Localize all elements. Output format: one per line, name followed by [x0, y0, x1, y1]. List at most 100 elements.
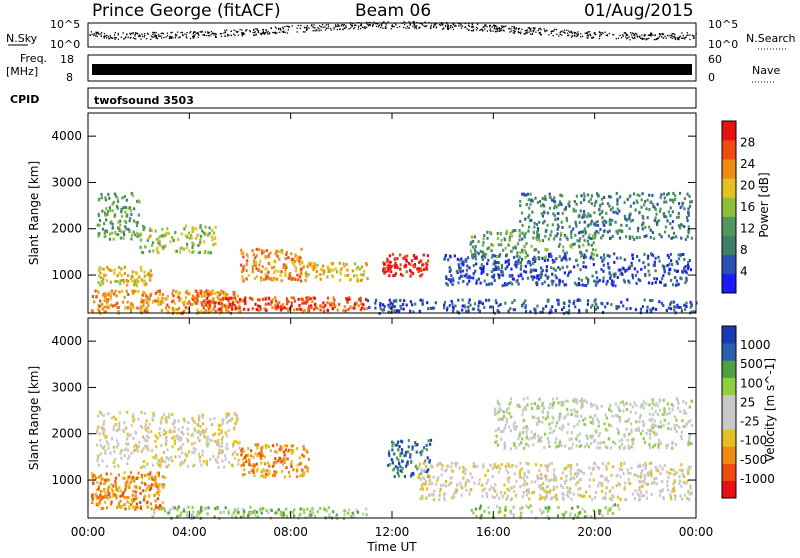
data-cell [665, 226, 667, 229]
nsky-dot [630, 32, 631, 33]
data-cell [100, 482, 102, 485]
data-cell [99, 224, 101, 227]
data-cell [685, 305, 687, 308]
data-cell [602, 270, 604, 273]
y-tick-label: 1000 [51, 268, 82, 282]
data-cell [574, 200, 576, 203]
data-cell [627, 472, 629, 475]
nsky-dot [458, 25, 459, 26]
data-cell [298, 298, 300, 301]
data-cell [465, 484, 467, 487]
data-cell [205, 309, 207, 312]
nsky-dot [161, 38, 162, 39]
data-cell [100, 490, 102, 493]
nsky-dot [675, 37, 676, 38]
data-cell [645, 467, 647, 470]
data-cell [199, 226, 201, 229]
data-cell [689, 205, 691, 208]
data-cell [211, 423, 213, 426]
data-cell [493, 269, 495, 272]
nsky-dot [288, 29, 289, 30]
data-cell [104, 306, 106, 309]
data-cell [445, 275, 447, 278]
data-cell [185, 306, 187, 309]
data-cell [538, 234, 540, 237]
nsky-dot [580, 36, 581, 37]
data-cell [178, 296, 180, 299]
nsky-dot [511, 30, 512, 31]
data-cell [470, 243, 472, 246]
data-cell [140, 411, 142, 414]
nsky-dot [552, 31, 553, 32]
data-cell [132, 490, 134, 493]
data-cell [680, 237, 682, 240]
nsky-dot [473, 29, 474, 30]
data-cell [207, 301, 209, 304]
data-cell [146, 439, 148, 442]
data-cell [100, 498, 102, 501]
data-cell [356, 274, 358, 277]
data-cell [463, 261, 465, 264]
nsky-dot [325, 29, 326, 30]
nsky-dot [154, 32, 155, 33]
data-cell [157, 251, 159, 254]
data-cell [600, 256, 602, 259]
data-cell [687, 267, 689, 270]
data-cell [108, 478, 110, 481]
data-cell [483, 488, 485, 491]
data-cell [240, 249, 242, 252]
nsky-dot [204, 34, 205, 35]
nsky-dot [652, 34, 653, 35]
data-cell [592, 234, 594, 237]
data-cell [133, 283, 135, 286]
data-cell [473, 272, 475, 275]
data-cell [228, 297, 230, 300]
data-cell [680, 206, 682, 209]
data-cell [675, 471, 677, 474]
data-cell [300, 248, 302, 251]
data-cell [184, 459, 186, 462]
data-cell [451, 462, 453, 465]
nsky-dot [497, 28, 498, 29]
data-cell [301, 302, 303, 305]
data-cell [99, 300, 101, 303]
data-cell [506, 498, 508, 501]
nsky-dot [627, 35, 628, 36]
data-cell [389, 299, 391, 302]
nsky-dot [213, 33, 214, 34]
data-cell [112, 428, 114, 431]
data-cell [603, 441, 605, 444]
data-cell [547, 259, 549, 262]
data-cell [214, 305, 216, 308]
data-cell [119, 411, 121, 414]
data-cell [118, 306, 120, 309]
data-cell [316, 275, 318, 278]
data-cell [139, 234, 141, 237]
nsky-dot [362, 27, 363, 28]
data-cell [144, 246, 146, 249]
data-cell [630, 205, 632, 208]
data-cell [119, 452, 121, 455]
data-cell [651, 282, 653, 285]
data-cell [664, 197, 666, 200]
data-cell [655, 269, 657, 272]
data-cell [526, 203, 528, 206]
data-cell [132, 413, 134, 416]
data-cell [648, 403, 650, 406]
data-cell [531, 481, 533, 484]
data-cell [97, 457, 99, 460]
data-cell [671, 263, 673, 266]
data-cell [482, 251, 484, 254]
data-cell [106, 506, 108, 509]
data-cell [182, 426, 184, 429]
data-cell [140, 507, 142, 510]
data-cell [234, 412, 236, 415]
data-cell [490, 282, 492, 285]
data-cell [617, 405, 619, 408]
nsky-dot [358, 29, 359, 30]
data-cell [272, 298, 274, 301]
nsky-dot [227, 34, 228, 35]
nsky-dot [319, 30, 320, 31]
cpid-strip: CPID twofsound 3503 [10, 88, 696, 108]
nsky-dot [328, 26, 329, 27]
